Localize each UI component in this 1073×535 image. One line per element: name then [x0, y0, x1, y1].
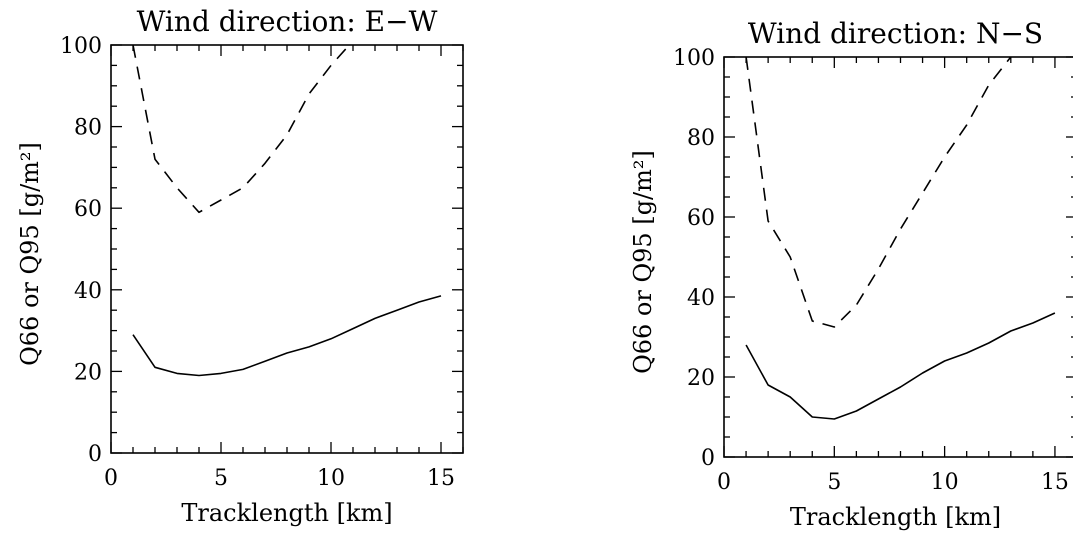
x-axis-label: Tracklength [km]: [790, 503, 1001, 531]
y-tick-label: 0: [88, 442, 102, 467]
x-tick-label: 10: [931, 470, 959, 495]
x-tick-label: 5: [214, 466, 228, 491]
x-tick-label: 15: [427, 466, 455, 491]
y-tick-label: 100: [60, 34, 102, 59]
y-tick-label: 80: [74, 116, 102, 141]
y-tick-label: 100: [673, 46, 715, 71]
y-tick-label: 80: [687, 126, 715, 151]
y-axis-label: Q66 or Q95 [g/m²]: [629, 150, 657, 374]
y-tick-label: 60: [74, 197, 102, 222]
x-tick-label: 10: [317, 466, 345, 491]
plot-frame: [723, 56, 1073, 458]
x-axis-label: Tracklength [km]: [181, 499, 392, 527]
x-tick-label: 0: [104, 466, 118, 491]
y-tick-label: 0: [701, 446, 715, 471]
chart-panel-0: 0 5 10 15 0 20 40 60 80 100 Wind direction: E−W Tra…: [16, 5, 464, 527]
x-tick-label: 15: [1041, 470, 1069, 495]
q66-solid-line: [745, 312, 1056, 420]
y-axis-label: Q66 or Q95 [g/m²]: [16, 142, 44, 366]
chart-title: Wind direction: N−S: [748, 17, 1043, 50]
x-tick-label: 5: [827, 470, 841, 495]
q95-dashed-line: [745, 57, 1012, 328]
y-tick-label: 40: [687, 286, 715, 311]
chart-title: Wind direction: E−W: [137, 5, 438, 38]
plot-frame: [110, 44, 464, 454]
x-tick-label: 0: [717, 470, 731, 495]
chart-panel-1: 0 5 10 15 0 20 40 60 80 100 Wind direction: N−S Tra…: [629, 17, 1073, 531]
q66-solid-line: [132, 295, 442, 377]
y-tick-label: 20: [74, 360, 102, 385]
y-tick-label: 20: [687, 366, 715, 391]
y-tick-label: 40: [74, 279, 102, 304]
q95-dashed-line: [132, 45, 351, 214]
y-tick-label: 60: [687, 206, 715, 231]
